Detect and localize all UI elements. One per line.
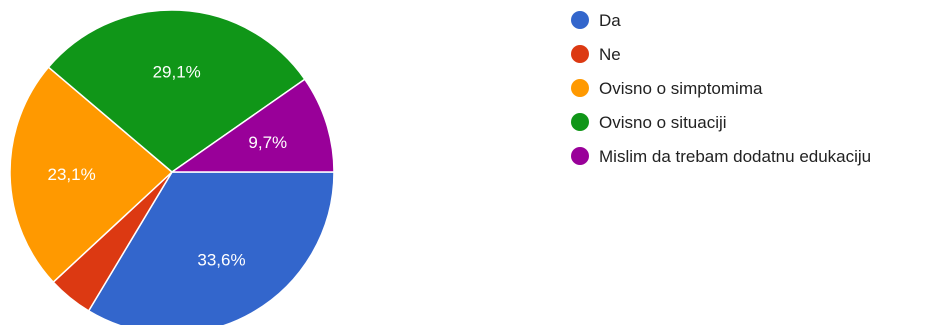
legend-item-ovisno-o-situaciji[interactable]: Ovisno o situaciji [571, 113, 727, 132]
legend-item-ne[interactable]: Ne [571, 45, 621, 64]
pie-slices [9, 9, 335, 325]
pie-slice-mislim-da-trebam-dodatnu-edukaciju[interactable] [171, 78, 335, 173]
legend: Da Ne Ovisno o simptomima Ovisno o situacij… [571, 11, 871, 166]
legend-swatch [571, 45, 589, 63]
slice-label-da: 33,6% [197, 250, 245, 269]
slice-label-ovisno-o-situaciji: 29,1% [153, 63, 201, 82]
slice-label-mislim-da-trebam-dodatnu-edukaciju: 9,7% [248, 133, 287, 152]
legend-swatch [571, 147, 589, 165]
legend-swatch [571, 79, 589, 97]
legend-label: Da [599, 11, 621, 30]
pie-slice-labels: 33,6% 23,1% 29,1% 9,7% [47, 63, 287, 270]
legend-swatch [571, 113, 589, 131]
legend-label: Ne [599, 45, 621, 64]
legend-swatch [571, 11, 589, 29]
legend-item-ovisno-o-simptomima[interactable]: Ovisno o simptomima [571, 79, 763, 98]
pie-slice-ovisno-o-simptomima[interactable] [9, 66, 173, 283]
pie-slice-da[interactable] [87, 171, 335, 325]
legend-label: Mislim da trebam dodatnu edukaciju [599, 147, 871, 166]
slice-label-ovisno-o-simptomima: 23,1% [47, 165, 95, 184]
legend-label: Ovisno o situaciji [599, 113, 727, 132]
pie-slice-ovisno-o-situaciji[interactable] [47, 9, 306, 173]
legend-item-da[interactable]: Da [571, 11, 621, 30]
legend-item-mislim-da-trebam-dodatnu-edukaciju[interactable]: Mislim da trebam dodatnu edukaciju [571, 147, 871, 166]
legend-label: Ovisno o simptomima [599, 79, 763, 98]
